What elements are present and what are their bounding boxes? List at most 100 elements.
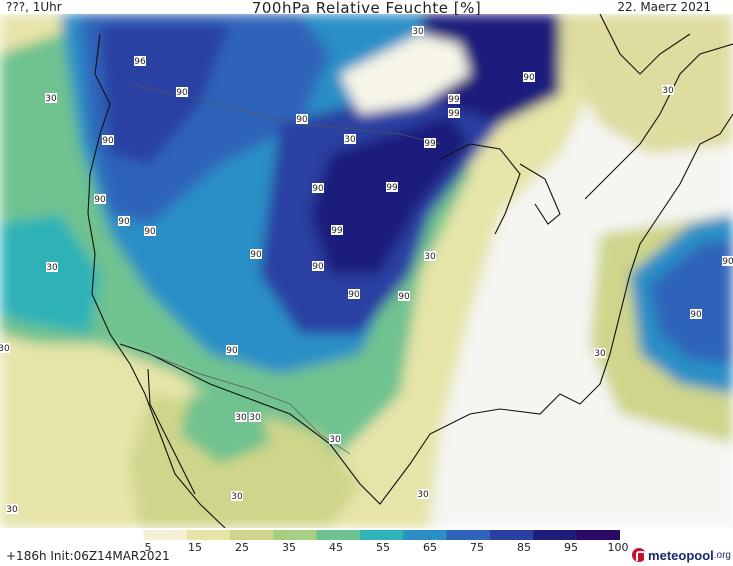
logo-name: meteopool bbox=[648, 547, 714, 563]
legend-tick-label: 85 bbox=[517, 541, 531, 554]
svg-text:90: 90 bbox=[296, 115, 308, 125]
legend-tick-label: 75 bbox=[470, 541, 484, 554]
svg-text:30: 30 bbox=[6, 505, 18, 515]
contour-label: 90 bbox=[250, 249, 262, 260]
svg-text:99: 99 bbox=[386, 183, 398, 193]
contour-label: 30 bbox=[45, 93, 57, 104]
svg-text:90: 90 bbox=[144, 227, 156, 237]
contour-label: 90 bbox=[296, 114, 308, 125]
contour-label: 90 bbox=[94, 194, 106, 205]
contour-label: 90 bbox=[226, 345, 238, 356]
contour-label: 96 bbox=[134, 56, 146, 67]
contour-label: 99 bbox=[448, 94, 460, 105]
meteopool-logo[interactable]: meteopool .org bbox=[632, 546, 731, 564]
svg-text:30: 30 bbox=[46, 263, 58, 273]
svg-text:30: 30 bbox=[594, 349, 606, 359]
legend-swatch bbox=[186, 530, 231, 540]
legend-swatch bbox=[230, 530, 274, 540]
contour-label: 90 bbox=[144, 226, 156, 237]
legend-tick-label: 55 bbox=[376, 541, 390, 554]
svg-text:30: 30 bbox=[45, 94, 57, 104]
humidity-map: 90 90 90 90 90 90 90 90 90 90 90 90 90 90 90 99 99 99 99 99… bbox=[0, 14, 733, 528]
svg-text:90: 90 bbox=[94, 195, 106, 205]
legend-swatch bbox=[490, 530, 534, 540]
humidity-field bbox=[0, 14, 733, 528]
svg-text:90: 90 bbox=[348, 290, 360, 300]
svg-text:99: 99 bbox=[331, 226, 343, 236]
contour-label: 30 bbox=[662, 85, 674, 96]
svg-text:30: 30 bbox=[412, 27, 424, 37]
contour-label: 30 bbox=[424, 251, 436, 262]
forecast-day-label: ???, 1Uhr bbox=[6, 0, 62, 14]
logo-icon bbox=[632, 548, 647, 562]
svg-text:90: 90 bbox=[312, 262, 324, 272]
run-info: +186h Init:06Z14MAR2021 bbox=[6, 549, 170, 563]
legend-tick-label: 45 bbox=[329, 541, 343, 554]
svg-text:90: 90 bbox=[523, 73, 535, 83]
legend-swatch bbox=[100, 530, 144, 540]
svg-text:90: 90 bbox=[690, 310, 702, 320]
map-title: 700hPa Relative Feuchte [%] bbox=[251, 0, 482, 17]
contour-label: 30 bbox=[249, 412, 261, 423]
legend-swatch bbox=[533, 530, 578, 540]
contour-label: 99 bbox=[331, 225, 343, 236]
contour-label: 99 bbox=[448, 108, 460, 119]
contour-label: 99 bbox=[386, 182, 398, 193]
legend-swatch bbox=[143, 530, 188, 540]
svg-text:90: 90 bbox=[312, 184, 324, 194]
contour-label: 30 bbox=[235, 412, 247, 423]
svg-text:30: 30 bbox=[417, 490, 429, 500]
logo-tld: .org bbox=[713, 549, 731, 561]
legend-ticks: 5 15 25 35 45 55 65 75 85 95 100 bbox=[100, 541, 629, 555]
svg-text:30: 30 bbox=[249, 413, 261, 423]
svg-text:99: 99 bbox=[424, 139, 436, 149]
legend-swatch bbox=[360, 530, 404, 540]
contour-label: 99 bbox=[424, 138, 436, 149]
contour-label: 30 bbox=[0, 343, 10, 354]
contour-labels: 90 90 90 90 90 90 90 90 90 90 90 90 90 90 90 99 99 99 99 99… bbox=[0, 26, 733, 515]
legend-swatch bbox=[316, 530, 361, 540]
contour-label: 30 bbox=[594, 348, 606, 359]
svg-text:99: 99 bbox=[448, 109, 460, 119]
legend-tick-label: 100 bbox=[607, 541, 629, 554]
legend-colorbar bbox=[100, 530, 620, 540]
legend-swatch bbox=[446, 530, 491, 540]
contour-label: 90 bbox=[102, 135, 114, 146]
contour-label: 90 bbox=[398, 291, 410, 302]
legend-tick-label: 95 bbox=[564, 541, 578, 554]
contour-label: 90 bbox=[348, 289, 360, 300]
country-borders bbox=[129, 83, 441, 455]
svg-text:90: 90 bbox=[722, 257, 733, 267]
legend-tick-label: 65 bbox=[423, 541, 437, 554]
svg-text:30: 30 bbox=[0, 344, 10, 354]
svg-text:30: 30 bbox=[424, 252, 436, 262]
contour-label: 30 bbox=[412, 26, 424, 37]
svg-text:99: 99 bbox=[448, 95, 460, 105]
svg-text:90: 90 bbox=[176, 88, 188, 98]
legend-swatch bbox=[273, 530, 318, 540]
svg-text:30: 30 bbox=[329, 435, 341, 445]
legend-tick-label: 25 bbox=[235, 541, 249, 554]
svg-text:30: 30 bbox=[344, 135, 356, 145]
legend-swatch bbox=[576, 530, 620, 540]
coastlines bbox=[87, 14, 733, 528]
svg-text:90: 90 bbox=[226, 346, 238, 356]
contour-label: 90 bbox=[118, 216, 130, 227]
legend-tick-label: 35 bbox=[282, 541, 296, 554]
svg-text:90: 90 bbox=[398, 292, 410, 302]
contour-label: 90 bbox=[176, 87, 188, 98]
contour-label: 30 bbox=[329, 434, 341, 445]
contour-label: 90 bbox=[312, 183, 324, 194]
contour-label: 30 bbox=[417, 489, 429, 500]
contour-label: 30 bbox=[6, 504, 18, 515]
legend-tick-label: 15 bbox=[188, 541, 202, 554]
contour-label: 90 bbox=[722, 256, 733, 267]
contour-label: 30 bbox=[46, 262, 58, 273]
svg-text:90: 90 bbox=[118, 217, 130, 227]
svg-text:30: 30 bbox=[662, 86, 674, 96]
contour-label: 30 bbox=[344, 134, 356, 145]
contour-label: 90 bbox=[312, 261, 324, 272]
contour-label: 90 bbox=[523, 72, 535, 83]
svg-text:90: 90 bbox=[102, 136, 114, 146]
contour-label: 30 bbox=[231, 491, 243, 502]
